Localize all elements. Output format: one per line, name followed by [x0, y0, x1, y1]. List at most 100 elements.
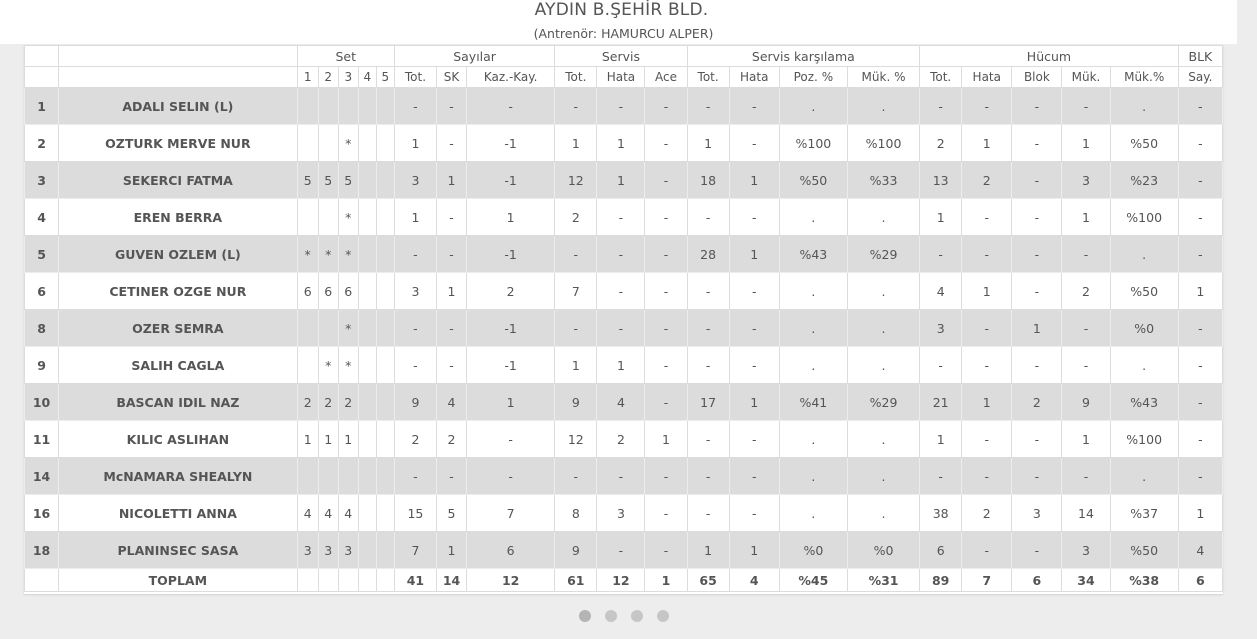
stat-cell [337, 87, 359, 125]
stats-table-container: Set Sayılar Servis Servis karşılama Hücu… [23, 45, 1224, 594]
pagination-dot[interactable] [657, 610, 669, 622]
stat-cell: 9 [554, 531, 598, 569]
stat-cell [357, 494, 377, 532]
stat-cell: . [778, 346, 848, 384]
stat-cell: - [686, 309, 730, 347]
stat-cell: %50 [1109, 531, 1179, 569]
stat-cell: - [1011, 457, 1063, 495]
stat-cell: %23 [1109, 161, 1179, 199]
stat-cell: %41 [778, 383, 848, 421]
totals-cell: 7 [961, 568, 1013, 592]
stat-cell [296, 346, 319, 384]
stat-cell: -1 [466, 346, 556, 384]
stat-cell: - [1177, 161, 1224, 199]
stat-cell: * [317, 346, 339, 384]
player-row[interactable]: 8 OZER SEMRA * - - -1- - - - -.. 3-1- %0- [23, 309, 1224, 347]
subheader-cell: Tot. [393, 66, 437, 88]
stat-cell: - [1011, 346, 1063, 384]
totals-cell [337, 568, 359, 592]
player-row[interactable]: 1 ADALI SELIN (L) - - - - - - - -.. - - - -. - [23, 87, 1224, 125]
stat-cell: %29 [846, 383, 921, 421]
stat-cell: 4 [317, 494, 339, 532]
pagination-dot[interactable] [579, 610, 591, 622]
stat-cell: 15 [393, 494, 437, 532]
pagination-dot[interactable] [631, 610, 643, 622]
stat-cell [357, 346, 377, 384]
stat-cell [357, 420, 377, 458]
stat-cell: - [435, 309, 468, 347]
player-row[interactable]: 3 SEKERCI FATMA 5 5 5 3 1 -1 12 1-18 1 %50 %33 13 2-3%… [23, 161, 1224, 199]
stat-cell: 2 [317, 383, 339, 421]
stat-cell [375, 346, 395, 384]
stat-cell: 1 [961, 383, 1013, 421]
subheader-cell: Mük.% [1109, 66, 1179, 88]
stat-cell: . [1109, 87, 1179, 125]
stat-cell: - [1011, 161, 1063, 199]
stat-cell [317, 198, 339, 236]
stat-cell: - [596, 309, 646, 347]
stat-cell [337, 457, 359, 495]
stat-cell: 1 [728, 235, 780, 273]
stat-cell: 38 [919, 494, 963, 532]
stat-cell: - [728, 87, 780, 125]
stat-cell: . [1109, 457, 1179, 495]
stat-cell: - [644, 161, 688, 199]
player-row[interactable]: 2 OZTURK MERVE NUR * 1- -1 1 1-1- %100 %100 2 1-1%… [23, 124, 1224, 162]
player-number: 5 [23, 235, 60, 273]
stat-cell: - [554, 457, 598, 495]
player-row[interactable]: 9 SALIH CAGLA * * - - -1 1 1- - -.. - - - -. - [23, 346, 1224, 384]
header-group-row: Set Sayılar Servis Servis karşılama Hücu… [23, 45, 1224, 67]
stat-cell: . [846, 272, 921, 310]
stat-cell: 1 [728, 161, 780, 199]
stat-cell: - [686, 457, 730, 495]
stat-cell: 3 [1061, 531, 1111, 569]
player-row[interactable]: 16 NICOLETTI ANNA 4 4 4 15 5 7 8 3- - -.. 38 2 3 14 %37 1 [23, 494, 1224, 532]
player-number: 6 [23, 272, 60, 310]
subheader-cell: 4 [357, 66, 377, 88]
stat-cell: -1 [466, 124, 556, 162]
stat-cell: - [961, 235, 1013, 273]
subheader-cell: Ace [644, 66, 688, 88]
stat-cell: 1 [596, 346, 646, 384]
stat-cell: 4 [596, 383, 646, 421]
stat-cell: 1 [435, 161, 468, 199]
subheader-cell: Mük. [1061, 66, 1111, 88]
stat-cell: 3 [317, 531, 339, 569]
totals-cell: 4 [728, 568, 780, 592]
stat-cell [296, 198, 319, 236]
stat-cell: - [644, 198, 688, 236]
stat-cell [375, 235, 395, 273]
player-row[interactable]: 10 BASCAN IDIL NAZ 2 2 2 9 4 1 9 4-17 1 %41 %29 21 1 2 9… [23, 383, 1224, 421]
stat-cell: - [435, 457, 468, 495]
stat-cell [296, 87, 319, 125]
stat-cell: - [1177, 383, 1224, 421]
stat-cell: - [728, 124, 780, 162]
stat-cell: %100 [1109, 198, 1179, 236]
stat-cell: %100 [778, 124, 848, 162]
stat-cell: 5 [337, 161, 359, 199]
stat-cell: 1 [435, 531, 468, 569]
stat-cell: - [644, 309, 688, 347]
stat-cell: 6 [296, 272, 319, 310]
stat-cell: 1 [686, 531, 730, 569]
player-row[interactable]: 5 GUVEN OZLEM (L) * * * - - -1- - -28 1 %43 %29- - - -.… [23, 235, 1224, 273]
player-row[interactable]: 14 McNAMARA SHEALYN - - - - - - - -.. - - - -. - [23, 457, 1224, 495]
stat-cell: 1 [961, 124, 1013, 162]
player-row[interactable]: 11 KILIC ASLIHAN 1 1 1 2 2-12 2 1- -.. 1- -1 %100- [23, 420, 1224, 458]
totals-cell: 14 [435, 568, 468, 592]
player-row[interactable]: 4 EREN BERRA * 1-1 2- - - -.. 1- -1 %100- [23, 198, 1224, 236]
stat-cell [375, 309, 395, 347]
stat-cell: - [1177, 457, 1224, 495]
stat-cell: - [435, 124, 468, 162]
stat-cell: 4 [1177, 531, 1224, 569]
stat-cell: - [596, 531, 646, 569]
player-row[interactable]: 18 PLANINSEC SASA 3 3 3 7 1 6 9- -1 1 %0 %0 6- -3 %50 4 [23, 531, 1224, 569]
stat-cell: - [686, 494, 730, 532]
player-name: SEKERCI FATMA [58, 161, 298, 199]
stat-cell: 21 [919, 383, 963, 421]
stat-cell: - [554, 235, 598, 273]
pagination-dot[interactable] [605, 610, 617, 622]
subheader-cell: Kaz.-Kay. [466, 66, 556, 88]
stat-cell: %100 [1109, 420, 1179, 458]
player-row[interactable]: 6 CETINER OZGE NUR 6 6 6 3 1 2 7- - - -.. 4 1-2 %50 1 [23, 272, 1224, 310]
